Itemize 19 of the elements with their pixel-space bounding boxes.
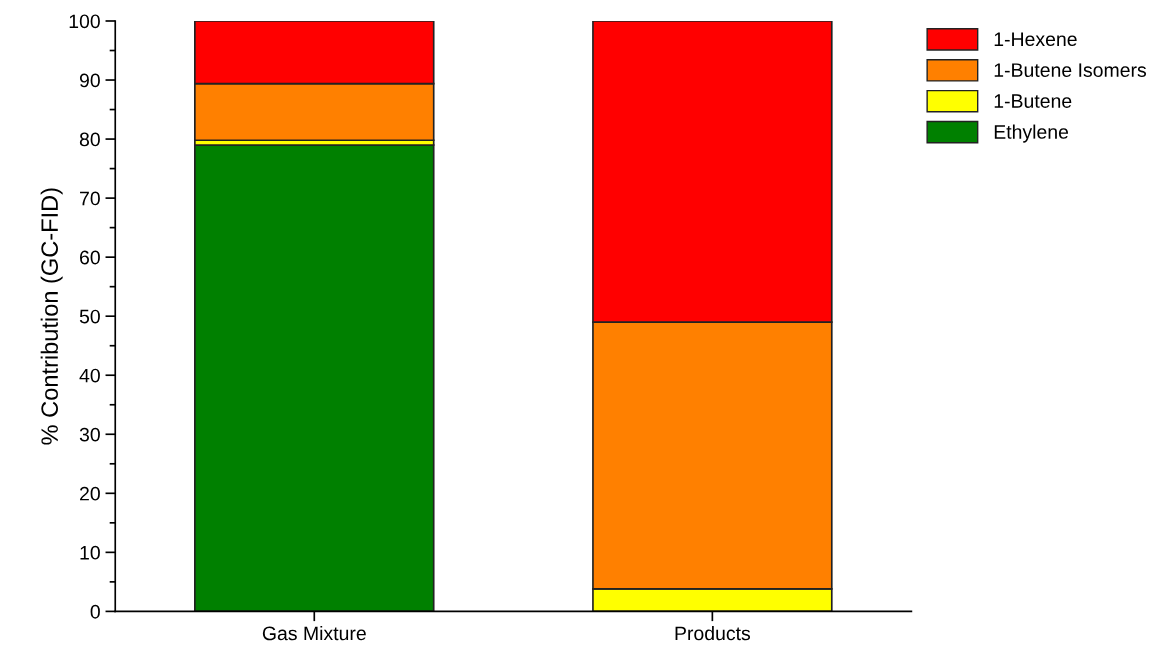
x-tick-label: Products	[675, 625, 751, 641]
y-tick-label: 10	[80, 545, 100, 560]
y-tick-label: 20	[80, 486, 100, 501]
y-tick-label: 60	[80, 250, 100, 265]
y-tick-label: 70	[80, 191, 100, 206]
y-tick-label: 100	[69, 14, 100, 29]
y-axis-title: % Contribution (GC-FID)	[40, 188, 63, 445]
legend-label: 1-Butene	[994, 94, 1072, 108]
legend-label: Ethylene	[994, 124, 1069, 143]
y-tick-label: 0	[90, 604, 100, 619]
y-tick-label: 80	[79, 132, 100, 147]
legend-label: 1-Butene Isomers	[994, 63, 1147, 77]
y-tick-label: 50	[79, 309, 100, 324]
x-tick-label: Gas Mixture	[262, 625, 366, 641]
legend-label: 1-Hexene	[994, 32, 1077, 47]
y-tick-label: 90	[79, 73, 100, 88]
y-tick-label: 40	[79, 368, 100, 383]
y-tick-label: 30	[79, 427, 100, 442]
bar	[194, 144, 435, 612]
